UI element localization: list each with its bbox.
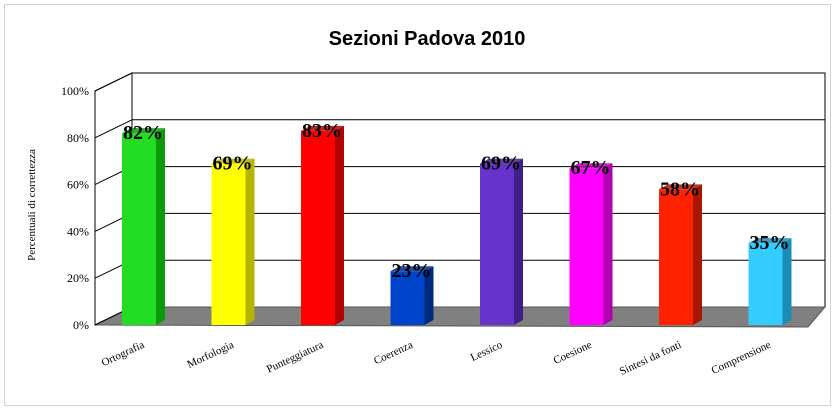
category-label: Sintesi da fonti (618, 339, 683, 378)
bar-side (245, 158, 255, 325)
bar-side (782, 238, 792, 325)
bar-front (211, 163, 246, 325)
bar-top (211, 158, 255, 164)
category-labels: Ortografia Morfologia Punteggiatura Coerenz… (100, 339, 773, 378)
category-label: Morfologia (185, 339, 236, 371)
data-label: 23% (392, 260, 432, 282)
bar-side (514, 158, 523, 325)
y-tick-label: 100% (61, 84, 89, 98)
bar-top (569, 163, 613, 169)
bar-top (480, 158, 523, 164)
chart-frame: Sezioni Padova 2010 0% 20% 40% 60% 80% 100% P… (4, 4, 831, 406)
bar-side (156, 128, 165, 325)
category-label: Comprensione (710, 339, 773, 377)
y-tick-label: 80% (67, 131, 89, 145)
gridline-side (94, 119, 133, 139)
bar (748, 238, 792, 325)
y-tick-label: 40% (67, 224, 89, 238)
gridline-side (94, 72, 133, 92)
bars (122, 125, 792, 325)
data-label: 69% (213, 153, 253, 175)
bar-front (659, 189, 693, 325)
bar-top (390, 266, 434, 272)
category-label: Ortografia (100, 339, 147, 369)
bar (569, 163, 613, 325)
category-label: Lessico (469, 339, 505, 364)
data-label: 69% (481, 153, 521, 175)
category-label: Coesione (552, 339, 594, 367)
bar-front (390, 271, 425, 325)
bar-top (301, 125, 344, 131)
bar-side (424, 266, 434, 325)
data-label: 58% (660, 178, 700, 200)
floor (94, 306, 827, 328)
data-labels: 82% 69% 83% 23% 69% 67% 58% 35% (123, 120, 790, 282)
bar-side (603, 163, 613, 325)
bar-top (659, 184, 702, 190)
bar-chart: Sezioni Padova 2010 0% 20% 40% 60% 80% 100% P… (26, 28, 827, 378)
bar-side (335, 125, 344, 325)
bar (211, 158, 255, 325)
bar-front (301, 130, 335, 325)
y-tick-label: 0% (73, 318, 89, 332)
data-label: 82% (123, 122, 163, 144)
bar-front (122, 133, 156, 325)
data-label: 35% (750, 232, 790, 254)
bar (390, 266, 434, 325)
bar-side (693, 184, 702, 325)
y-tick-label: 20% (67, 271, 89, 285)
y-axis-label: Percentuali di correttezza (26, 149, 38, 261)
bar-top (122, 128, 165, 134)
bar-front (748, 243, 783, 325)
category-label: Coerenza (372, 339, 415, 367)
category-label: Punteggiatura (265, 339, 326, 376)
bar-front (569, 168, 604, 325)
chart-walls (94, 72, 827, 328)
bar-top (748, 238, 792, 244)
y-tick-label: 60% (67, 178, 89, 192)
bar (122, 128, 165, 325)
bar (480, 158, 523, 325)
y-axis-ticks: 0% 20% 40% 60% 80% 100% (61, 84, 89, 332)
bar-front (480, 163, 514, 325)
data-label: 67% (571, 157, 611, 179)
chart-title: Sezioni Padova 2010 (329, 28, 526, 50)
bar (659, 184, 702, 325)
bar (301, 125, 344, 325)
data-label: 83% (302, 120, 342, 142)
